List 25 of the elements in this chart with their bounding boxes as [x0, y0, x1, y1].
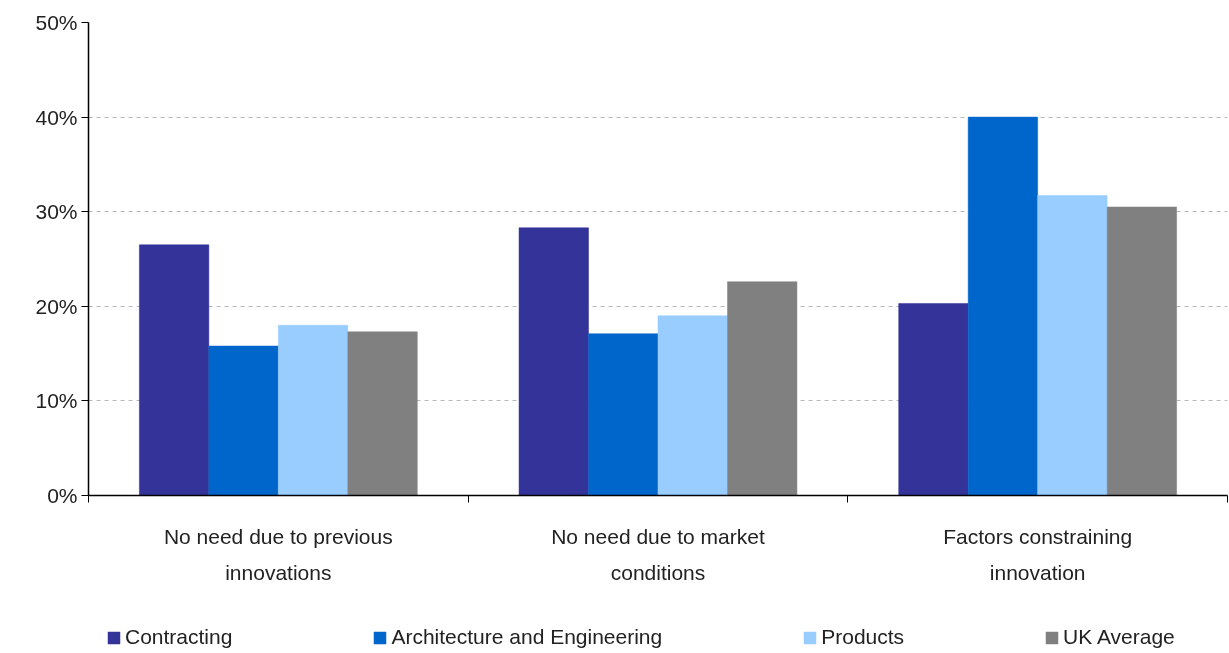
- bar: [278, 324, 349, 496]
- legend-label: Products: [821, 625, 905, 649]
- y-tick-label: 0%: [47, 484, 78, 507]
- x-tick-label: No need due to market conditions: [551, 524, 765, 585]
- bar: [1037, 195, 1108, 496]
- y-tick-label: 40%: [35, 105, 78, 129]
- bar: [657, 315, 728, 496]
- bar: [1106, 206, 1177, 496]
- legend-label: Contracting: [125, 625, 233, 649]
- x-tick-label: No need due to previous innovations: [163, 524, 393, 585]
- legend-label: Architecture and Engineering: [391, 625, 663, 649]
- y-tick-label: 30%: [35, 200, 78, 224]
- legend-label: UK Average: [1063, 625, 1175, 649]
- y-tick-label: 20%: [35, 294, 78, 318]
- bar: [898, 303, 969, 496]
- bar: [139, 244, 210, 496]
- bar: [518, 227, 589, 496]
- bar: [347, 331, 418, 496]
- bar: [588, 333, 659, 496]
- bar: [727, 281, 798, 496]
- y-tick-label: 50%: [35, 11, 78, 34]
- y-tick-label: 10%: [35, 389, 78, 413]
- bar: [967, 116, 1038, 496]
- x-tick-label: Factors constraining innovation: [943, 524, 1133, 585]
- bar: [208, 345, 279, 496]
